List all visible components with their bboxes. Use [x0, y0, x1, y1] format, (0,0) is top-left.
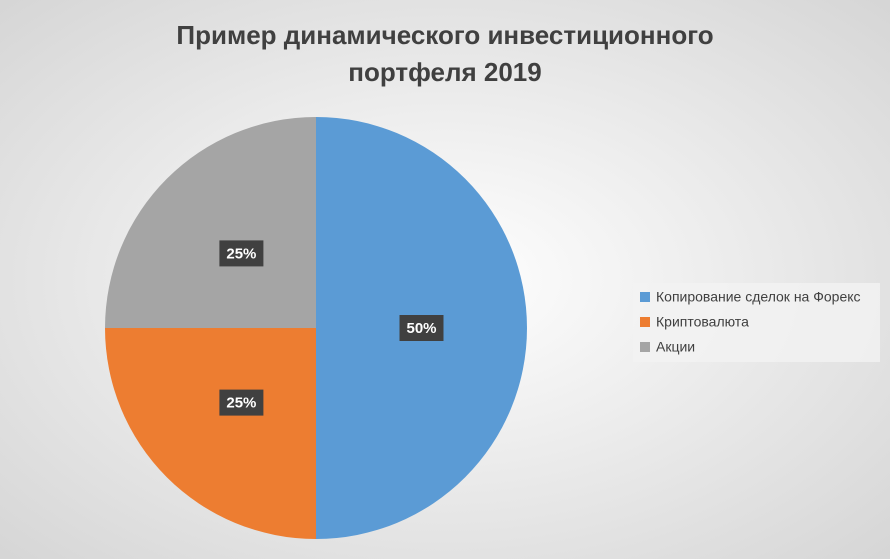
legend-label: Криптовалюта	[656, 314, 749, 330]
chart-title: Пример динамического инвестиционного	[176, 20, 713, 50]
legend-swatch	[640, 342, 650, 352]
pie-slice	[105, 328, 316, 539]
legend-swatch	[640, 292, 650, 302]
pie-slice	[105, 117, 316, 328]
data-label-box	[219, 240, 264, 267]
legend-swatch	[640, 317, 650, 327]
legend-label: Акции	[656, 339, 695, 355]
data-label: 25%	[226, 245, 256, 262]
legend-label: Копирование сделок на Форекс	[656, 289, 861, 305]
legend-box	[633, 283, 880, 362]
data-label-box	[399, 315, 444, 341]
data-label-box	[219, 389, 264, 416]
data-label: 25%	[226, 395, 256, 412]
chart-title: портфеля 2019	[348, 57, 541, 87]
data-label: 50%	[406, 320, 436, 337]
